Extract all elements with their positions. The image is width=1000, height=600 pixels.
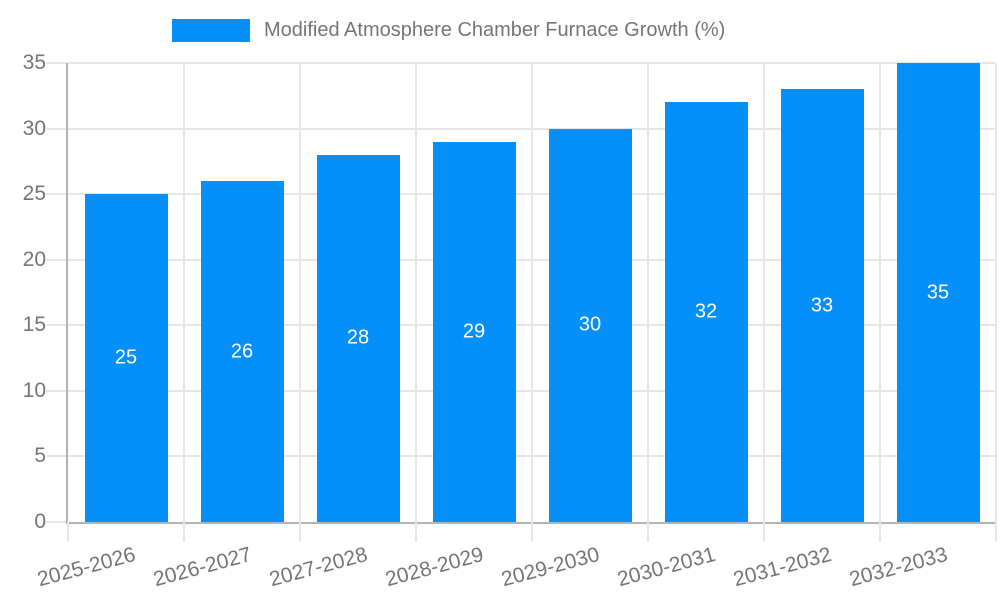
x-tick (415, 522, 417, 542)
bar-value-label: 30 (578, 313, 602, 336)
y-tick (46, 62, 66, 64)
x-tick (995, 522, 997, 542)
x-axis-label: 2029-2030 (498, 543, 602, 592)
y-tick (46, 193, 66, 196)
bar-value-label: 28 (346, 326, 370, 349)
y-axis-label: 35 (22, 51, 46, 74)
x-tick (67, 522, 69, 542)
x-gridline (415, 63, 417, 522)
x-axis-label: 2030-2031 (614, 543, 718, 592)
x-gridline (763, 63, 765, 522)
bar-value-label: 29 (462, 320, 486, 343)
legend-series-label[interactable]: Modified Atmosphere Chamber Furnace Grow… (264, 19, 726, 41)
x-tick (531, 522, 533, 542)
bar-value-label: 32 (694, 300, 718, 323)
bar-value-label: 33 (810, 294, 834, 317)
bar-value-label: 26 (230, 340, 254, 363)
y-axis-line (66, 63, 68, 524)
x-tick (299, 522, 301, 542)
x-tick (647, 522, 649, 542)
y-axis-label: 0 (34, 510, 46, 533)
y-tick (46, 455, 66, 458)
x-gridline (995, 63, 997, 522)
y-axis-label: 10 (22, 378, 46, 402)
bar[interactable]: 30 (548, 128, 632, 522)
y-axis-label: 30 (22, 116, 46, 140)
x-axis-label: 2031-2032 (730, 543, 834, 592)
bar[interactable]: 32 (664, 102, 748, 522)
x-tick (879, 522, 881, 542)
bar[interactable]: 35 (896, 63, 980, 522)
bar[interactable]: 29 (432, 141, 516, 522)
plot-area: 25 26 28 29 30 32 33 35 (68, 62, 997, 522)
legend[interactable]: Modified Atmosphere Chamber Furnace Grow… (172, 19, 725, 42)
y-axis-label: 25 (22, 182, 46, 206)
y-tick (46, 324, 66, 327)
legend-swatch-icon[interactable] (172, 19, 250, 42)
y-tick (46, 258, 66, 261)
x-tick (763, 522, 765, 542)
x-axis-label: 2026-2027 (150, 543, 254, 592)
y-tick (46, 521, 66, 523)
x-gridline (879, 63, 881, 522)
bar[interactable]: 33 (780, 89, 864, 522)
x-gridline (299, 63, 301, 522)
y-tick (46, 389, 66, 392)
x-gridline (531, 63, 533, 522)
bar-value-label: 25 (114, 346, 138, 369)
bar[interactable]: 28 (316, 154, 400, 522)
y-axis-label: 15 (22, 313, 46, 337)
x-gridline (183, 63, 185, 522)
x-axis-label: 2032-2033 (846, 543, 950, 592)
x-axis-label: 2027-2028 (266, 543, 370, 592)
bar-value-label: 35 (926, 281, 950, 303)
y-axis-label: 5 (34, 444, 46, 468)
bar[interactable]: 25 (84, 194, 168, 522)
x-axis-label: 2025-2026 (34, 543, 138, 592)
x-axis-label: 2028-2029 (382, 543, 486, 592)
x-tick (183, 522, 185, 542)
y-axis-label: 20 (22, 247, 46, 271)
x-gridline (647, 63, 649, 522)
bar[interactable]: 26 (200, 181, 284, 522)
y-tick (46, 127, 66, 130)
